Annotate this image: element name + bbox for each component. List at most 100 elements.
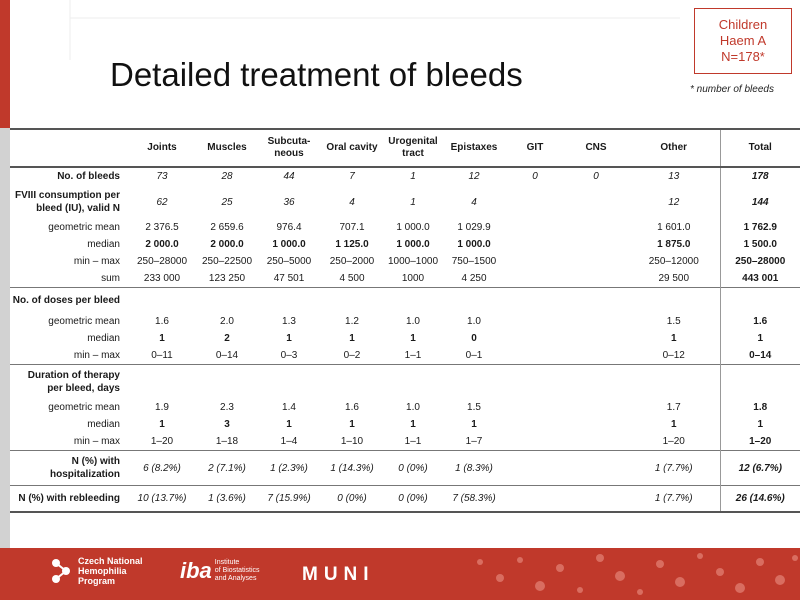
table-cell: 1–1 [404,350,422,361]
table-cell [506,313,564,330]
table-cell [506,416,564,433]
table-cell: 1 [719,330,800,347]
logo2-line-3: and Analyses [214,575,257,582]
table-cell: 2.3 [220,402,234,413]
table-cell: 1 000.0 [396,239,430,250]
row-label: geometric mean [48,222,120,233]
table-cell: 44 [283,171,295,182]
logo2-line-2: of Biostatistics [214,567,260,574]
table-cell: 750–1500 [451,256,497,267]
table-cell: 1 125.0 [335,239,369,250]
table-cell: 1 (3.6%) [196,485,258,513]
accent-bar [0,0,10,128]
row-label: geometric mean [48,316,120,327]
table-cell [442,287,506,313]
table-cell: 2 000.0 [145,239,179,250]
row-label: No. of doses per bleed [10,287,128,313]
table-cell: 6 (8.2%) [128,450,196,486]
table-row: median 1 3 1 1 1 1 1 1 [10,416,800,433]
table-row: N (%) with rebleeding 10 (13.7%) 1 (3.6%) 7… [10,485,800,513]
badge-line-1: Children [718,17,768,32]
iba-mark: iba [180,558,212,583]
column-header: Epistaxes [442,128,506,168]
table-cell: 4 [349,196,355,208]
logo2-line-1: Institute [214,559,240,566]
row-label: Duration of therapy per bleed, days [10,364,128,399]
table-cell: 12 [668,196,680,208]
table-cell [128,287,196,313]
table-cell: 1 [410,171,416,182]
table-cell: 1000 [401,273,425,284]
table-cell [564,236,628,253]
table-cell [506,270,564,288]
row-label: median [87,239,120,250]
logo1-line-2: Hemophilia [78,566,127,576]
table-cell: 1 000.0 [396,222,430,233]
table-cell: 233 000 [143,273,181,284]
table-cell: 0–3 [280,350,298,361]
table-cell: 0–11 [151,350,173,361]
table-cell: 25 [221,196,233,208]
table-cell: 1.6 [155,316,169,327]
table-cell: 1.6 [345,402,359,413]
table-cell: 976.4 [276,222,302,233]
table-cell: 1 [159,333,165,344]
table-cell: 250–28000 [136,256,188,267]
molecule-icon [52,559,70,583]
table-cell [564,485,628,513]
table-cell [196,364,258,399]
side-bar [0,128,10,548]
table-cell: 36 [283,196,295,208]
table-cell: 1 029.9 [457,222,491,233]
table-cell: 12 (6.7%) [719,450,800,486]
table-cell [628,364,720,399]
table-cell: 1.0 [467,316,481,327]
table-cell: 1 (14.3%) [320,450,384,486]
row-label: min – max [73,256,120,267]
table-cell: 1 [349,333,355,344]
column-header: CNS [564,128,628,168]
table-row: geometric mean 2 376.5 2 659.6 976.4 707.1 1 … [10,219,800,236]
row-label: median [87,333,120,344]
table-cell [506,185,564,219]
table-cell: 0–12 [662,350,685,361]
bleeds-table: Joints Muscles Subcuta-neous Oral cavity Uro… [10,128,800,513]
table-cell [506,347,564,365]
table-cell: 1.6 [719,313,800,330]
table-cell [719,287,800,313]
table-cell [564,287,628,313]
table-row: sum 233 000 123 250 47 501 4 500 1000 4 250 29 … [10,270,800,288]
table-cell [564,416,628,433]
table-cell: 250–12000 [648,256,699,267]
table-cell: 1.3 [282,316,296,327]
decorative-grid [69,0,680,60]
table-row: FVIII consumption per bleed (IU), valid … [10,185,800,219]
table-row: Duration of therapy per bleed, days [10,364,800,399]
table-cell: 28 [221,171,233,182]
table-cell [719,364,800,399]
logo1-line-3: Program [78,576,116,586]
row-label: N (%) with hospitalization [10,450,128,486]
table-cell: 1 762.9 [719,219,800,236]
table-cell: 1 [410,196,416,208]
table-cell: 1 [410,419,416,430]
badge-line-2: Haem A [719,33,767,48]
table-cell: 1–20 [150,436,174,447]
table-cell: 1–20 [719,433,800,451]
table-cell: 144 [719,185,800,219]
table-cell: 7 (15.9%) [258,485,320,513]
table-cell: 2 000.0 [210,239,244,250]
row-label: min – max [73,350,120,361]
table-cell: 1 [286,333,292,344]
table-cell [564,253,628,270]
table-cell [196,287,258,313]
table-cell: 0–14 [719,347,800,365]
table-cell: 1–20 [662,436,685,447]
column-header: Urogenital tract [384,128,442,168]
table-row: No. of doses per bleed [10,287,800,313]
table-cell: 1–10 [340,436,364,447]
row-label: FVIII consumption per bleed (IU), valid … [14,190,120,214]
table-cell [564,313,628,330]
table-cell: 1 500.0 [719,236,800,253]
table-cell [320,364,384,399]
